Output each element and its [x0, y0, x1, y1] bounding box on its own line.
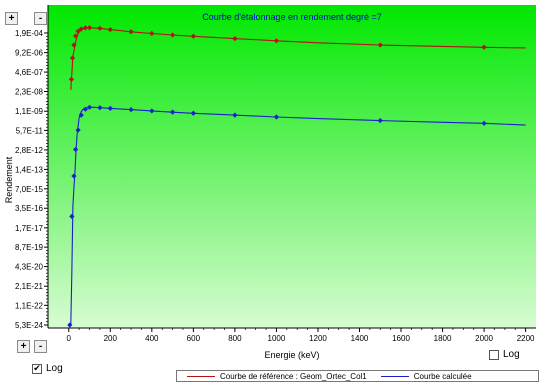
y-tick-label: 4,6E-07: [15, 68, 44, 77]
x-zoom-in-button[interactable]: +: [17, 340, 30, 353]
data-point-reference: [78, 26, 84, 32]
y-zoom-in-button[interactable]: +: [5, 12, 18, 25]
data-point-calculated: [73, 146, 79, 153]
y-tick-label: 8,7E-19: [15, 243, 44, 252]
y-tick-label: 9,2E-06: [15, 49, 44, 58]
data-point-reference: [481, 44, 487, 50]
y-zoom-out-button[interactable]: -: [34, 12, 47, 25]
data-point-calculated: [273, 114, 280, 120]
plot-area: [48, 5, 536, 328]
data-point-reference: [97, 25, 103, 31]
data-point-calculated: [86, 104, 93, 110]
data-point-reference: [69, 55, 76, 61]
y-log-label: Log: [46, 363, 63, 374]
data-point-reference: [232, 36, 238, 42]
x-axis-label: Energie (keV): [264, 350, 319, 360]
x-zoom-out-button[interactable]: -: [34, 340, 47, 353]
data-point-reference: [71, 42, 77, 48]
y-tick-label: 7,0E-15: [15, 185, 44, 194]
x-log-checkbox[interactable]: [489, 349, 499, 360]
y-tick-label: 2,3E-08: [15, 87, 44, 96]
data-point-reference: [107, 27, 113, 33]
data-point-reference: [86, 25, 93, 31]
legend-item-reference: Courbe de référence : Geom_Ortec_Col1: [187, 372, 367, 381]
x-tick-label: 1000: [268, 334, 286, 343]
y-tick-label: 1,4E-13: [15, 165, 44, 174]
y-tick-label: 5,7E-11: [16, 126, 44, 135]
x-tick-label: 800: [228, 334, 242, 343]
data-point-calculated: [190, 110, 196, 116]
x-tick-label: 200: [104, 334, 118, 343]
data-point-calculated: [82, 106, 88, 112]
data-point-reference: [273, 38, 280, 44]
data-point-calculated: [128, 107, 134, 113]
x-tick-label: 1600: [392, 334, 410, 343]
y-log-option[interactable]: ✔ Log: [32, 363, 63, 374]
chart-legend: Courbe de référence : Geom_Ortec_Col1 Co…: [176, 370, 539, 382]
y-tick-label: 2,8E-12: [15, 146, 44, 155]
legend-label-reference: Courbe de référence : Geom_Ortec_Col1: [220, 371, 367, 381]
y-tick-label: 3,5E-16: [15, 204, 44, 213]
x-tick-label: 0: [67, 334, 72, 343]
data-point-reference: [75, 28, 81, 34]
x-tick-label: 1800: [434, 334, 452, 343]
data-point-reference: [149, 30, 155, 37]
y-tick-label: 2,1E-21: [15, 282, 44, 291]
y-tick-label: 1,7E-17: [15, 224, 44, 233]
data-point-calculated: [377, 117, 383, 124]
data-point-reference: [73, 33, 79, 39]
data-point-reference: [169, 32, 176, 38]
y-tick-label: 1,9E-04: [15, 29, 44, 38]
data-point-calculated: [97, 105, 103, 111]
x-tick-label: 1400: [351, 334, 369, 343]
x-tick-label: 2200: [517, 334, 535, 343]
x-log-option[interactable]: Log: [489, 349, 520, 360]
legend-item-calculated: Courbe calculée: [380, 371, 472, 381]
data-point-reference: [128, 29, 134, 35]
data-point-calculated: [71, 173, 77, 179]
legend-label-calculated: Courbe calculée: [413, 371, 472, 381]
x-log-label: Log: [503, 349, 520, 360]
y-tick-label: 5,3E-24: [15, 321, 44, 330]
y-tick-label: 4,3E-20: [15, 263, 44, 272]
y-tick-label: 1,1E-09: [15, 107, 44, 116]
x-tick-label: 2000: [475, 334, 493, 343]
data-point-reference: [68, 76, 75, 82]
data-point-calculated: [75, 127, 81, 133]
x-tick-label: 400: [145, 334, 159, 343]
data-point-calculated: [232, 112, 238, 118]
chart-title: Courbe d'étalonnage en rendement degré =…: [202, 12, 382, 22]
y-axis-label: Rendement: [4, 156, 14, 203]
legend-swatch-reference: [187, 375, 215, 377]
x-tick-label: 600: [187, 334, 201, 343]
data-point-reference: [190, 33, 196, 39]
y-tick-label: 1,1E-22: [15, 301, 44, 310]
legend-swatch-calculated: [380, 375, 409, 377]
data-point-calculated: [78, 112, 84, 118]
data-point-reference: [82, 25, 88, 31]
data-point-calculated: [149, 108, 155, 114]
y-log-checkbox[interactable]: ✔: [32, 363, 42, 374]
data-point-calculated: [107, 105, 113, 111]
data-point-calculated: [169, 109, 176, 115]
data-point-calculated: [481, 120, 487, 126]
data-point-calculated: [69, 213, 75, 219]
data-point-calculated: [67, 322, 73, 328]
data-point-reference: [377, 42, 383, 48]
x-tick-label: 1200: [309, 334, 327, 343]
